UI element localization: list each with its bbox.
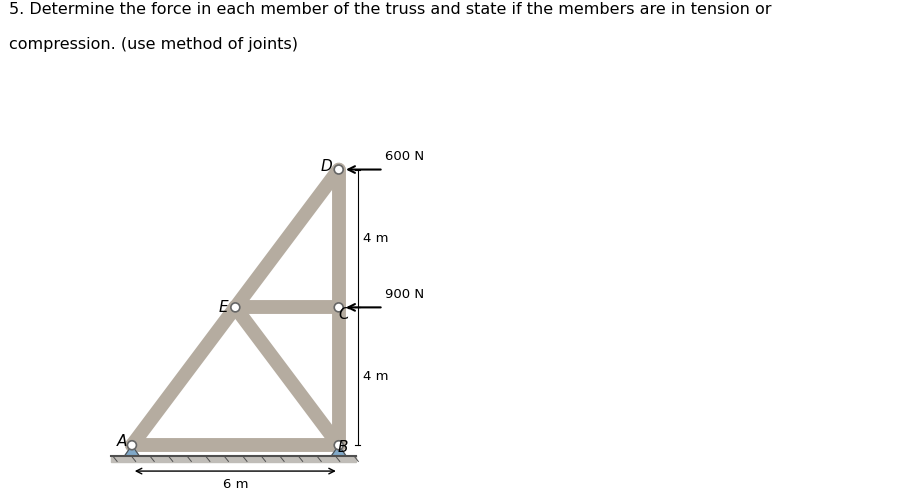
Text: 6 m: 6 m	[222, 478, 248, 491]
Text: 4 m: 4 m	[362, 232, 388, 245]
Text: 600 N: 600 N	[385, 150, 424, 163]
Text: compression. (use method of joints): compression. (use method of joints)	[9, 37, 298, 52]
Text: 900 N: 900 N	[385, 288, 424, 301]
Polygon shape	[331, 445, 346, 456]
Circle shape	[335, 441, 344, 450]
Circle shape	[335, 303, 344, 312]
Circle shape	[127, 441, 136, 450]
Text: 4 m: 4 m	[362, 370, 388, 383]
Polygon shape	[111, 456, 356, 462]
Text: A: A	[118, 434, 127, 449]
Text: B: B	[337, 440, 348, 456]
Text: E: E	[219, 300, 228, 315]
Polygon shape	[125, 445, 140, 456]
Text: 5. Determine the force in each member of the truss and state if the members are : 5. Determine the force in each member of…	[9, 2, 771, 17]
Circle shape	[335, 165, 344, 174]
Text: C: C	[338, 308, 349, 322]
Circle shape	[231, 303, 239, 312]
Text: D: D	[321, 159, 333, 175]
